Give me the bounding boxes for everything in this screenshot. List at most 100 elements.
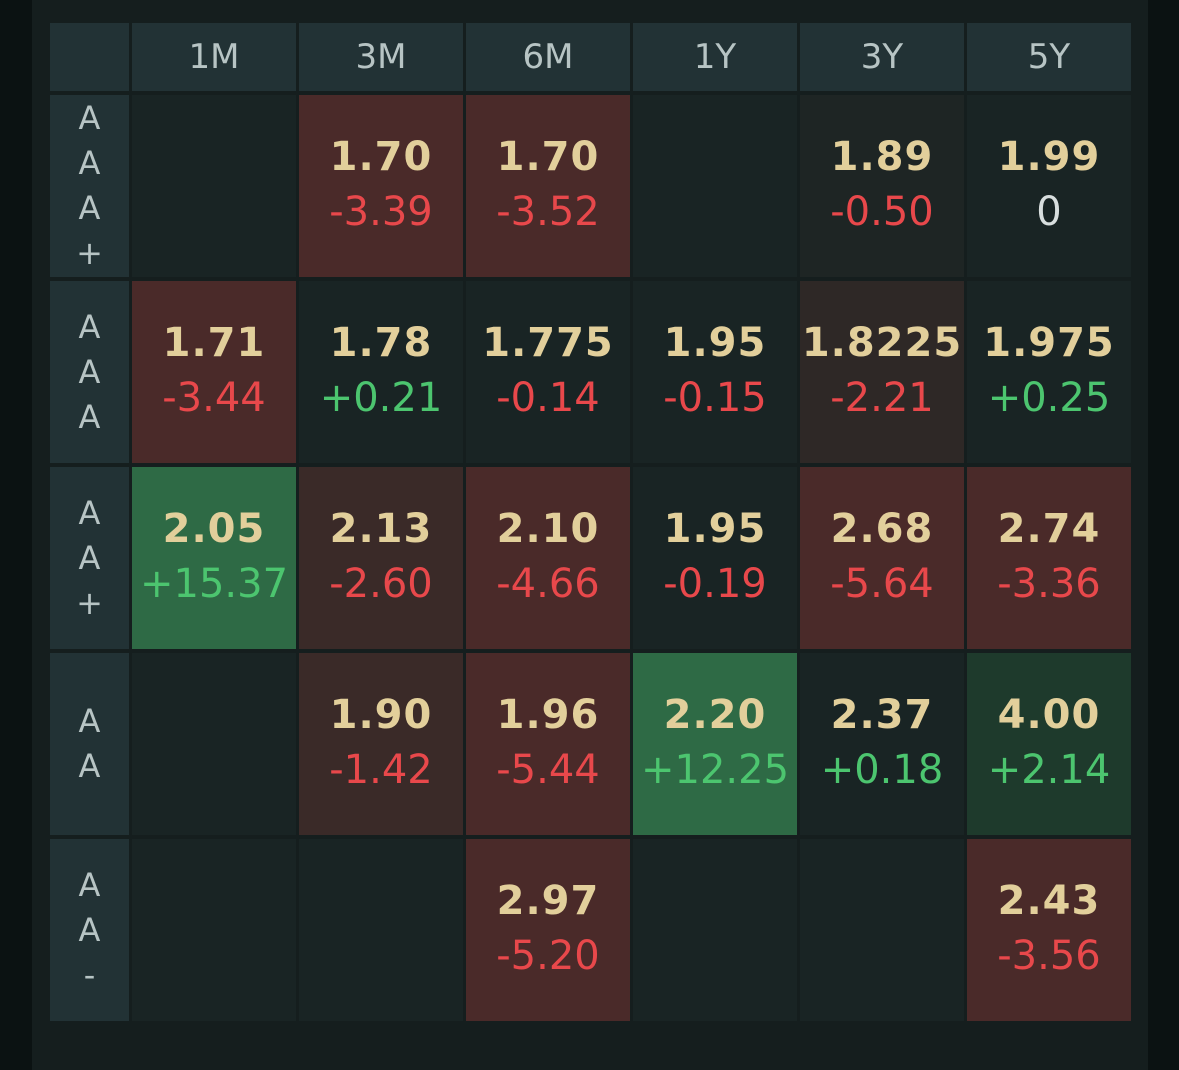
row-header-char: A [78,702,101,740]
row-header[interactable]: A A A + [50,95,129,277]
quote-price: 2.43 [997,878,1101,924]
quote-cell[interactable]: 2.68 -5.64 [800,467,964,649]
quote-price: 1.78 [329,320,433,366]
quote-cell[interactable]: 1.96 -5.44 [466,653,630,835]
quote-cell[interactable]: 2.37 +0.18 [800,653,964,835]
quote-cell[interactable]: 1.95 -0.15 [633,281,797,463]
quote-price: 1.775 [482,320,614,366]
row-header-char: A [78,910,101,949]
empty-cell [132,839,296,1021]
quote-change: -2.60 [329,561,433,607]
row-header-char: A [78,538,101,577]
quote-price: 2.13 [329,506,433,552]
row-header[interactable]: A A [50,653,129,835]
quote-price: 1.89 [830,134,934,180]
quote-cell[interactable]: 1.90 -1.42 [299,653,463,835]
quote-change: 0 [1036,189,1062,235]
quote-price: 2.05 [162,506,266,552]
quote-price: 1.99 [997,134,1101,180]
quote-price: 1.95 [663,506,767,552]
quote-price: 1.95 [663,320,767,366]
quote-cell[interactable]: 2.43 -3.56 [967,839,1131,1021]
row-header-char: A [78,397,101,436]
column-header[interactable]: 5Y [967,23,1131,91]
quote-cell[interactable]: 1.70 -3.39 [299,95,463,277]
quote-change: -0.19 [663,561,767,607]
quote-price: 2.20 [663,692,767,738]
quote-price: 1.975 [983,320,1115,366]
row-header-char: A [78,144,101,182]
quote-price: 2.74 [997,506,1101,552]
empty-cell [800,839,964,1021]
quote-cell[interactable]: 2.20 +12.25 [633,653,797,835]
quote-cell[interactable]: 1.89 -0.50 [800,95,964,277]
quote-cell[interactable]: 1.71 -3.44 [132,281,296,463]
quote-change: +0.21 [319,375,443,421]
quote-price: 2.97 [496,878,600,924]
empty-cell [633,95,797,277]
quote-change: -3.39 [329,189,433,235]
row-header-char: A [78,189,101,227]
quote-price: 1.70 [496,134,600,180]
row-header[interactable]: A A + [50,467,129,649]
quote-cell[interactable]: 2.97 -5.20 [466,839,630,1021]
quote-price: 2.37 [830,692,934,738]
row-header-char: A [78,865,101,904]
row-header-char: A [78,493,101,532]
column-header[interactable]: 6M [466,23,630,91]
quote-change: -3.52 [496,189,600,235]
quote-cell[interactable]: 1.975 +0.25 [967,281,1131,463]
quote-cell[interactable]: 1.78 +0.21 [299,281,463,463]
row-header[interactable]: A A - [50,839,129,1021]
quote-change: -3.56 [997,933,1101,979]
quote-price: 4.00 [997,692,1101,738]
quote-change: -2.21 [830,375,934,421]
corner-cell [50,23,129,91]
quote-cell[interactable]: 1.8225 -2.21 [800,281,964,463]
quote-price: 1.70 [329,134,433,180]
quote-change: +0.18 [820,747,944,793]
row-header-char: A [78,99,101,137]
quote-cell[interactable]: 2.74 -3.36 [967,467,1131,649]
column-header[interactable]: 3Y [800,23,964,91]
quote-cell[interactable]: 1.70 -3.52 [466,95,630,277]
quote-change: -5.44 [496,747,600,793]
column-header[interactable]: 1M [132,23,296,91]
quote-cell[interactable]: 2.13 -2.60 [299,467,463,649]
quote-price: 2.68 [830,506,934,552]
quote-change: -5.64 [830,561,934,607]
quote-cell[interactable]: 2.10 -4.66 [466,467,630,649]
empty-cell [132,95,296,277]
rating-tenor-matrix: 1M 3M 6M 1Y 3Y 5Y A A A + 1.70 -3.39 1.7… [50,23,1131,1021]
quote-change: -3.36 [997,561,1101,607]
quote-change: +12.25 [640,747,790,793]
row-header-char: A [78,747,101,785]
quote-cell[interactable]: 1.99 0 [967,95,1131,277]
row-header-char: A [78,352,101,391]
row-header[interactable]: A A A [50,281,129,463]
empty-cell [299,839,463,1021]
empty-cell [132,653,296,835]
column-header[interactable]: 3M [299,23,463,91]
empty-cell [633,839,797,1021]
quote-change: -0.15 [663,375,767,421]
quote-change: +2.14 [987,747,1111,793]
row-header-char: + [76,234,103,272]
quote-cell[interactable]: 1.775 -0.14 [466,281,630,463]
quote-change: -4.66 [496,561,600,607]
quote-price: 1.90 [329,692,433,738]
quote-price: 2.10 [496,506,600,552]
quote-change: -1.42 [329,747,433,793]
quote-price: 1.8225 [801,320,963,366]
quote-cell[interactable]: 2.05 +15.37 [132,467,296,649]
quote-change: -0.50 [830,189,934,235]
quote-cell[interactable]: 4.00 +2.14 [967,653,1131,835]
column-header[interactable]: 1Y [633,23,797,91]
quote-change: +15.37 [139,561,289,607]
quote-change: +0.25 [987,375,1111,421]
quote-change: -0.14 [496,375,600,421]
row-header-char: + [76,583,103,622]
row-header-char: A [78,307,101,346]
quote-price: 1.96 [496,692,600,738]
quote-cell[interactable]: 1.95 -0.19 [633,467,797,649]
